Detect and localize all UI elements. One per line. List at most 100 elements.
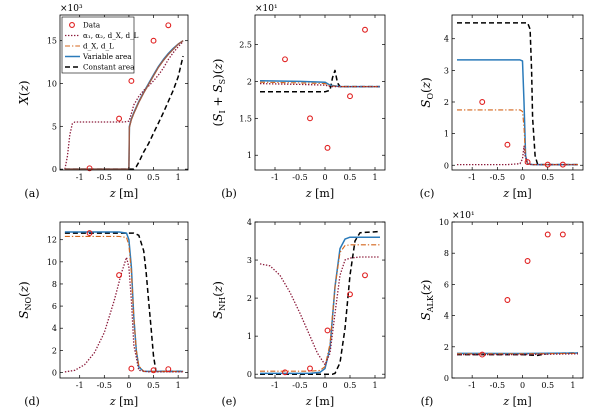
y-axis-label: SNH(z)	[211, 281, 227, 319]
data-point	[479, 351, 486, 358]
data-point	[282, 369, 288, 376]
x-tick-label: 0.5	[147, 173, 160, 182]
axes-frame	[451, 221, 584, 379]
data-point	[504, 141, 511, 148]
data-point	[307, 115, 313, 122]
y-axis-label: SNO(z)	[17, 281, 33, 319]
axes-frame	[59, 14, 189, 171]
x-axis-label: z [m]	[109, 395, 138, 408]
y-tick-label: 0	[444, 161, 449, 170]
y-tick-label: 6	[52, 302, 57, 311]
data-point	[116, 115, 123, 122]
x-tick-label: 0.5	[344, 381, 357, 390]
data-point	[544, 231, 551, 238]
x-tick-label: -1	[76, 381, 84, 390]
x-tick-label: 0.5	[147, 381, 160, 390]
x-tick-label: -0.5	[490, 381, 505, 390]
legend-label-constant: Constant area	[83, 63, 135, 72]
x-tick-label: 0	[520, 173, 525, 182]
axes-frame	[451, 14, 584, 171]
data-point	[282, 56, 288, 63]
series-group	[456, 352, 579, 357]
series-line-all	[457, 145, 578, 166]
panel-e: -1 -0.5 0 0.5 1 0 1 2 3 4 SNH(z) z [m] (e)	[211, 218, 386, 408]
data-point	[86, 165, 93, 172]
panel-label: (e)	[221, 395, 236, 408]
data-point	[116, 272, 123, 279]
legend-label-all: α₁, α₂, d_X, d_L	[83, 31, 139, 40]
y-tick-label: 0	[247, 370, 252, 379]
data-point	[86, 230, 93, 237]
series-line-variable	[259, 79, 380, 88]
x-tick-label: -1	[76, 173, 84, 182]
series-line-dxdl	[457, 109, 578, 166]
y-tick-label: 2	[444, 98, 449, 107]
y-tick-label: 2	[52, 346, 57, 355]
x-tick-label: -1	[271, 173, 279, 182]
data-point	[150, 37, 157, 44]
series-group	[259, 230, 381, 375]
x-tick-label: -0.5	[97, 173, 112, 182]
data-point	[524, 258, 531, 264]
x-tick-label: 1	[570, 173, 575, 182]
y-tick-label: 4	[444, 312, 449, 321]
series-line-constant	[457, 22, 578, 166]
x-tick-label: 0	[520, 381, 525, 390]
x-axis-label: z [m]	[502, 187, 531, 200]
data-point	[150, 367, 157, 374]
x-tick-label: 1	[372, 173, 377, 182]
y-tick-label: 4	[444, 35, 449, 44]
axes-frame	[254, 14, 386, 171]
y-tick-label: 3	[444, 66, 449, 75]
y-tick-label: 1	[247, 151, 252, 160]
data-point	[524, 159, 531, 166]
y-tick-label: 8	[444, 249, 449, 258]
axes-frame	[59, 221, 189, 379]
x-tick-label: -0.5	[292, 173, 307, 182]
series-line-dxdl	[64, 235, 184, 372]
panel-b: -1 -0.5 0 0.5 1 1 1.5 2 2.5 ×10¹ (SI + SS)(z) z [m]…	[211, 4, 386, 200]
panel-c: -1 -0.5 0 0.5 1 0 1 2 3 4 SO(z) z [m] (c)	[419, 14, 584, 200]
data-point	[128, 365, 135, 372]
series-line-variable	[260, 236, 380, 375]
legend-label-dxdl: d_X, d_L	[83, 42, 114, 51]
x-tick-label: 0.5	[541, 381, 554, 390]
data-point	[347, 291, 353, 298]
x-axis-label: z [m]	[502, 395, 531, 408]
x-tick-label: -0.5	[97, 381, 112, 390]
y-tick-label: 6	[444, 280, 449, 289]
series-line-constant	[64, 55, 184, 170]
y-tick-label: 15	[47, 37, 57, 46]
series-line-variable	[457, 59, 578, 166]
series-group	[457, 22, 578, 166]
y-tick-label: 4	[247, 218, 252, 227]
data-point	[504, 297, 511, 303]
series-line-all	[64, 256, 184, 373]
y-axis-label: SALK(z)	[419, 279, 435, 320]
axis-exponent: ×10¹	[452, 211, 475, 221]
series-line-constant	[457, 352, 579, 357]
y-tick-label: 2.5	[239, 41, 252, 50]
panel-label: (d)	[24, 395, 40, 408]
series-group	[259, 69, 380, 93]
series-line-constant	[260, 230, 381, 375]
panel-label: (a)	[24, 187, 39, 200]
series-line-dxdl	[259, 81, 380, 88]
y-tick-label: 4	[52, 324, 57, 333]
panel-label: (c)	[420, 187, 435, 200]
series-line-all	[457, 353, 579, 356]
x-tick-label: 0	[126, 381, 131, 390]
data-point	[362, 26, 368, 33]
y-tick-label: 8	[52, 280, 57, 289]
data-point	[128, 77, 135, 84]
y-tick-label: 0	[52, 368, 57, 377]
y-axis-label: X(z)	[17, 80, 31, 105]
data-point	[347, 93, 353, 100]
axis-exponent: ×10¹	[255, 4, 278, 14]
legend-label-data: Data	[83, 21, 101, 30]
y-tick-label: 2	[247, 77, 252, 86]
